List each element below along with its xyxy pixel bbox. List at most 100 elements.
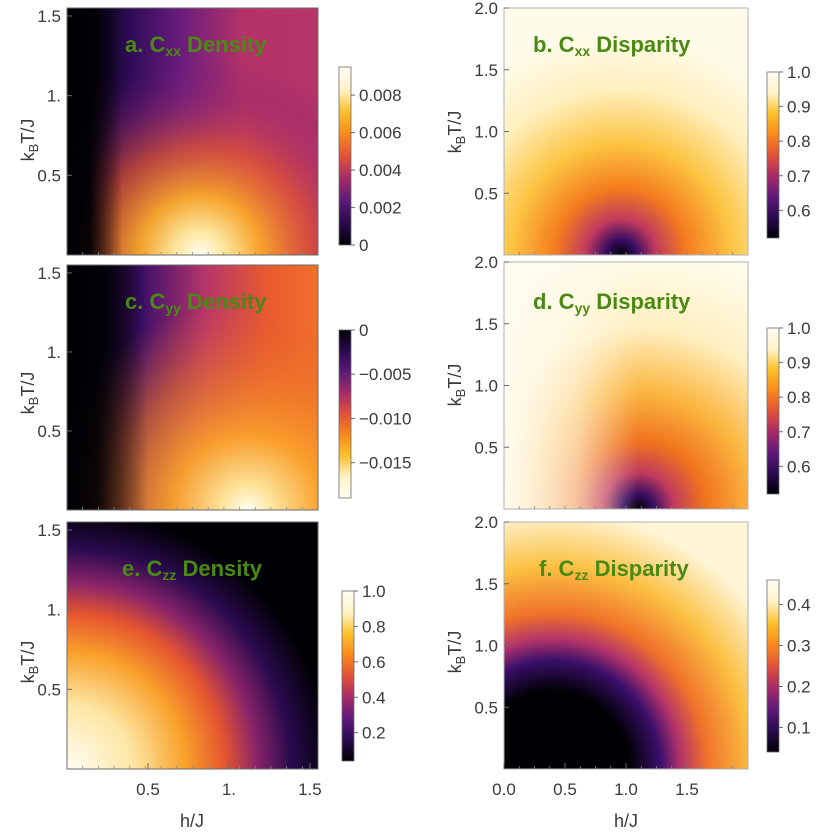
colorbar-tick-label: 0.6 bbox=[787, 457, 811, 476]
y-tick-label: 0.5 bbox=[474, 184, 498, 203]
colorbar-e-bar bbox=[341, 590, 355, 762]
colorbar-b-ticks: 0.6 0.7 0.8 0.9 1.0 bbox=[779, 63, 811, 220]
colorbar-tick-label: 0.6 bbox=[787, 201, 811, 220]
y-tick-label: 1. bbox=[47, 343, 61, 362]
colorbar-e-ticks: 0.2 0.4 0.6 0.8 1.0 bbox=[354, 582, 386, 743]
y-ticks-a: 0.5 1. 1.5 bbox=[37, 7, 303, 255]
y-tick-label: 1.0 bbox=[474, 637, 498, 656]
panel-b: b. Cxx Disparity 0.51.01.52.0 kBT/J 0.60… bbox=[445, 0, 811, 256]
colorbar-tick-label: 0.4 bbox=[362, 688, 386, 707]
y-tick-label: 1.5 bbox=[37, 264, 61, 283]
title-f: f. Czz Disparity bbox=[539, 556, 689, 583]
colorbar-tick-label: 0.9 bbox=[787, 354, 811, 373]
y-tick-label: 1.0 bbox=[474, 377, 498, 396]
y-tick-label: 1.5 bbox=[474, 61, 498, 80]
colorbar-tick-label: 0.7 bbox=[787, 167, 811, 186]
colorbar-b-bar bbox=[766, 71, 780, 239]
y-tick-label: 1.5 bbox=[37, 7, 61, 26]
panel-d: d. Cyy Disparity 0.51.01.52.0 kBT/J 0.60… bbox=[445, 253, 811, 510]
heatmap-b bbox=[504, 8, 748, 255]
y-tick-label: 1. bbox=[47, 87, 61, 106]
x-tick-label: 1.5 bbox=[675, 780, 699, 799]
x-tick-label: 0.5 bbox=[553, 780, 577, 799]
ylabel-b: kBT/J bbox=[445, 111, 468, 154]
y-ticks-d: 0.5 1.0 1.5 2.0 bbox=[474, 253, 734, 509]
y-tick-label: 2.0 bbox=[474, 513, 498, 532]
y-ticks-e: 0.5 1. 1.5 bbox=[37, 521, 303, 769]
heatmap-f bbox=[504, 522, 748, 769]
colorbar-tick-label: −0.015 bbox=[359, 454, 411, 473]
colorbar-d-bar bbox=[766, 327, 780, 495]
ylabel-a: kBT/J bbox=[18, 119, 41, 162]
colorbar-tick-label: 1.0 bbox=[787, 63, 811, 82]
colorbar-tick-label: 1.0 bbox=[787, 319, 811, 338]
panel-f: f. Czz Disparity 0.5 1.0 1.5 2.0 0.0 0.5 1.0 1… bbox=[445, 513, 811, 831]
y-tick-label: 0.5 bbox=[474, 438, 498, 457]
colorbar-tick-label: 0 bbox=[359, 236, 368, 255]
title-b: b. Cxx Disparity bbox=[533, 32, 691, 59]
y-ticks-b: 0.5 1.0 1.5 2.0 bbox=[474, 0, 734, 255]
panel-a: a. Cxx Density 0.5 1. 1.5 kBT/J 0 0.002 0.00… bbox=[18, 7, 402, 256]
colorbar-tick-label: 0 bbox=[359, 321, 368, 340]
colorbar-a-bar bbox=[338, 66, 352, 246]
colorbar-tick-label: 0.8 bbox=[787, 132, 811, 151]
colorbar-tick-label: 0.8 bbox=[362, 617, 386, 636]
colorbar-c: 0 −0.005 −0.010 −0.015 bbox=[338, 321, 411, 499]
y-tick-label: 0.5 bbox=[474, 698, 498, 717]
x-tick-label: 0.5 bbox=[136, 780, 160, 799]
colorbar-tick-label: 0.1 bbox=[787, 718, 811, 737]
colorbar-tick-label: 0.8 bbox=[787, 388, 811, 407]
colorbar-tick-label: 0.9 bbox=[787, 98, 811, 117]
heatmap-c bbox=[67, 265, 318, 510]
x-ticks-f: 0.0 0.5 1.0 1.5 bbox=[492, 763, 699, 799]
y-ticks-f: 0.5 1.0 1.5 2.0 bbox=[474, 513, 734, 769]
colorbar-tick-label: 0.7 bbox=[787, 423, 811, 442]
xlabel-f: h/J bbox=[614, 811, 638, 831]
colorbar-tick-label: 0.004 bbox=[359, 161, 402, 180]
x-tick-label: 0.0 bbox=[492, 780, 516, 799]
y-tick-label: 1.5 bbox=[37, 521, 61, 540]
colorbar-f: 0.1 0.2 0.3 0.4 bbox=[766, 579, 811, 753]
y-tick-label: 0.5 bbox=[37, 166, 61, 185]
x-tick-label: 1.0 bbox=[614, 780, 638, 799]
colorbar-f-bar bbox=[766, 579, 780, 753]
y-tick-label: 0.5 bbox=[37, 422, 61, 441]
y-tick-label: 2.0 bbox=[474, 253, 498, 272]
colorbar-a-ticks: 0 0.002 0.004 0.006 0.008 bbox=[351, 86, 402, 255]
colorbar-f-ticks: 0.1 0.2 0.3 0.4 bbox=[779, 596, 811, 737]
colorbar-tick-label: 0.008 bbox=[359, 86, 402, 105]
ylabel-c: kBT/J bbox=[18, 372, 41, 415]
title-d: d. Cyy Disparity bbox=[533, 289, 691, 316]
colorbar-tick-label: 0.006 bbox=[359, 124, 402, 143]
colorbar-c-ticks: 0 −0.005 −0.010 −0.015 bbox=[351, 321, 411, 473]
y-tick-label: 2.0 bbox=[474, 0, 498, 18]
x-tick-label: 1. bbox=[222, 780, 236, 799]
colorbar-tick-label: −0.010 bbox=[359, 409, 411, 428]
title-e: e. Czz Density bbox=[122, 556, 263, 583]
colorbar-tick-label: 0.2 bbox=[362, 724, 386, 743]
ylabel-d: kBT/J bbox=[445, 364, 468, 407]
y-tick-label: 0.5 bbox=[37, 680, 61, 699]
colorbar-tick-label: 1.0 bbox=[362, 582, 386, 601]
colorbar-tick-label: −0.005 bbox=[359, 365, 411, 384]
colorbar-d-ticks: 0.6 0.7 0.8 0.9 1.0 bbox=[779, 319, 811, 476]
y-tick-label: 1.0 bbox=[474, 123, 498, 142]
y-tick-label: 1.5 bbox=[474, 315, 498, 334]
colorbar-tick-label: 0.002 bbox=[359, 199, 402, 218]
panel-c: c. Cyy Density 0.5 1. 1.5 kBT/J 0 −0.005 −0.… bbox=[18, 264, 411, 511]
colorbar-c-bar bbox=[338, 329, 352, 499]
heatmap-a bbox=[67, 8, 318, 255]
colorbar-tick-label: 0.6 bbox=[362, 653, 386, 672]
colorbar-b: 0.6 0.7 0.8 0.9 1.0 bbox=[766, 63, 811, 239]
heatmap-e bbox=[67, 522, 318, 769]
heatmap-d bbox=[504, 262, 748, 509]
colorbar-tick-label: 0.4 bbox=[787, 596, 811, 615]
x-ticks-e: 0.5 1. 1.5 bbox=[136, 763, 322, 799]
colorbar-a: 0 0.002 0.004 0.006 0.008 bbox=[338, 66, 402, 255]
y-tick-label: 1.5 bbox=[474, 575, 498, 594]
colorbar-tick-label: 0.2 bbox=[787, 677, 811, 696]
xlabel-e: h/J bbox=[180, 811, 204, 831]
panel-e: e. Czz Density 0.5 1. 1.5 0.5 1. 1.5 kBT/J h… bbox=[18, 521, 386, 831]
y-ticks-c: 0.5 1. 1.5 bbox=[37, 264, 303, 510]
